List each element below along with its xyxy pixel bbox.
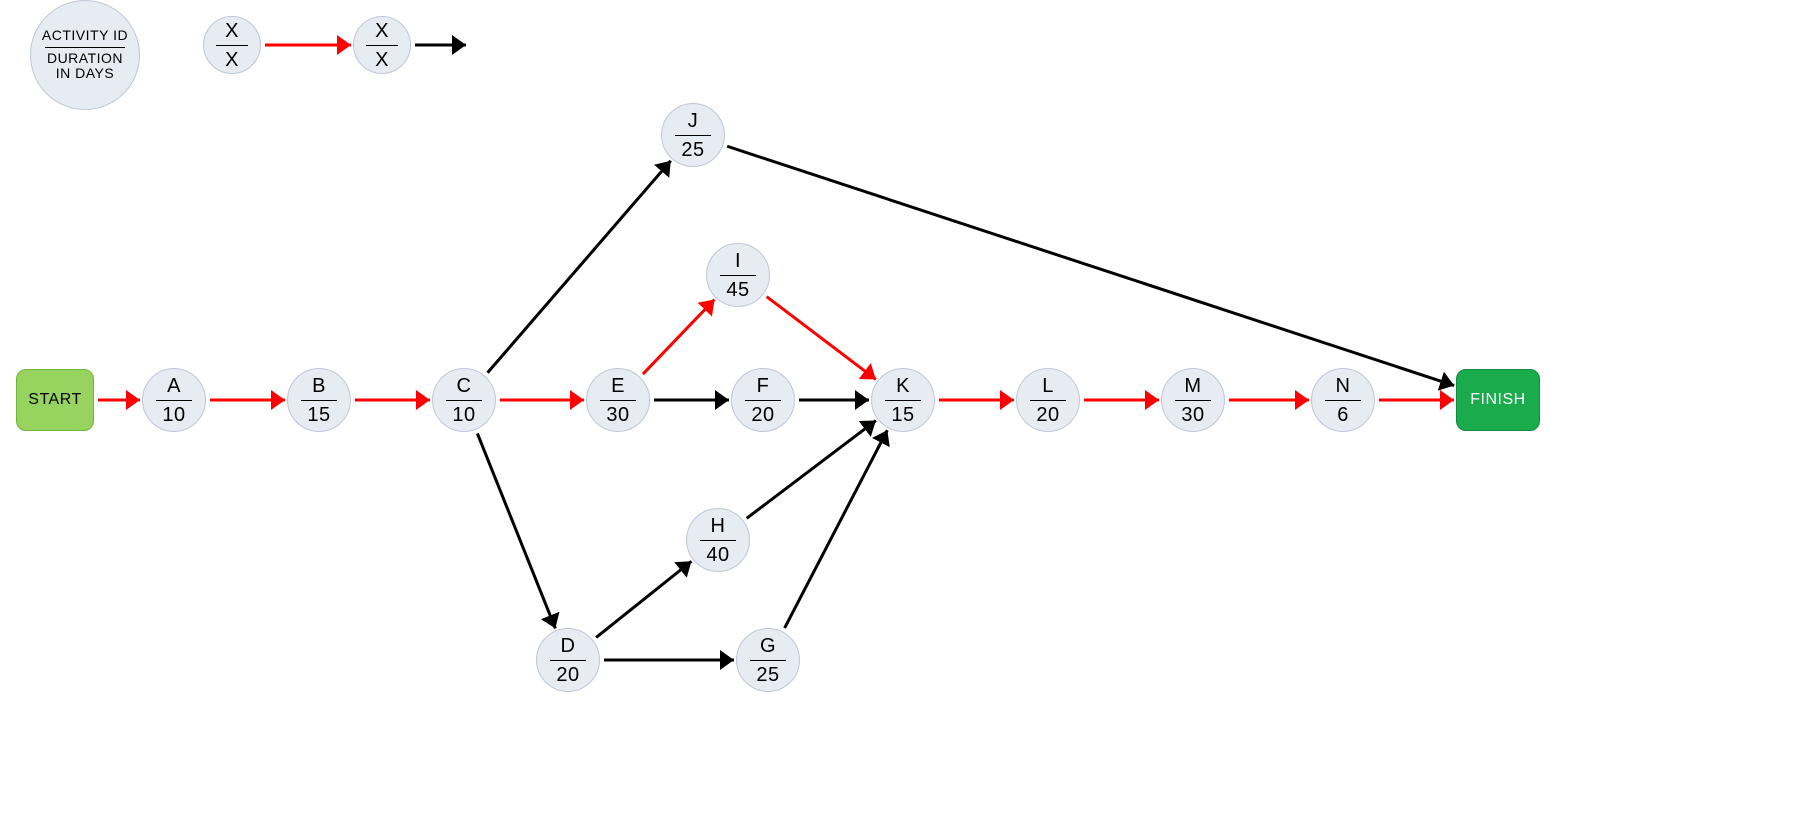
start-node: START <box>16 369 94 431</box>
activity-separator <box>700 540 735 541</box>
activity-id: N <box>1336 375 1351 397</box>
activity-node-i: I 45 <box>706 243 770 307</box>
activity-duration: 25 <box>756 664 779 686</box>
edge-C-D <box>477 433 555 628</box>
finish-node: FINISH <box>1456 369 1540 431</box>
activity-node-f: F 20 <box>731 368 795 432</box>
legend-separator <box>45 47 124 48</box>
activity-id: G <box>760 635 776 657</box>
activity-node-h: H 40 <box>686 508 750 572</box>
activity-separator <box>675 135 710 136</box>
activity-duration: 20 <box>556 664 579 686</box>
legend-mini-separator <box>366 45 398 46</box>
activity-duration: 30 <box>1181 404 1204 426</box>
activity-separator <box>720 275 755 276</box>
activity-separator <box>745 400 780 401</box>
activity-node-m: M 30 <box>1161 368 1225 432</box>
legend-top-text: ACTIVITY ID <box>42 28 128 43</box>
activity-separator <box>301 400 336 401</box>
activity-id: H <box>711 515 726 537</box>
activity-duration: 10 <box>452 404 475 426</box>
activity-separator <box>600 400 635 401</box>
activity-duration: 25 <box>681 139 704 161</box>
legend-mini-separator <box>216 45 248 46</box>
activity-id: L <box>1042 375 1054 397</box>
diagram-canvas: ACTIVITY IDDURATIONIN DAYSXXXXSTARTFINIS… <box>0 0 1804 820</box>
activity-id: I <box>735 250 741 272</box>
start-label: START <box>28 391 81 409</box>
activity-duration: 20 <box>1036 404 1059 426</box>
legend-mini-top: X <box>225 20 239 42</box>
activity-duration: 10 <box>162 404 185 426</box>
activity-node-k: K 15 <box>871 368 935 432</box>
activity-duration: 45 <box>726 279 749 301</box>
activity-id: B <box>312 375 326 397</box>
edge-H-K <box>747 421 876 519</box>
legend-mini-top: X <box>375 20 389 42</box>
edge-D-H <box>596 561 691 637</box>
activity-id: A <box>167 375 181 397</box>
activity-duration: 15 <box>307 404 330 426</box>
activity-separator <box>550 660 585 661</box>
activity-id: J <box>688 110 699 132</box>
legend-mini-bottom: X <box>225 49 239 71</box>
activity-id: M <box>1184 375 1201 397</box>
activity-node-g: G 25 <box>736 628 800 692</box>
edge-C-J <box>488 161 671 373</box>
edge-G-K <box>785 430 888 628</box>
activity-node-d: D 20 <box>536 628 600 692</box>
activity-id: E <box>611 375 625 397</box>
activity-separator <box>750 660 785 661</box>
legend-bottom-text-1: DURATION <box>47 51 123 66</box>
edge-J-FINISH <box>727 146 1454 385</box>
activity-id: D <box>561 635 576 657</box>
activity-node-e: E 30 <box>586 368 650 432</box>
activity-separator <box>1175 400 1210 401</box>
activity-separator <box>446 400 481 401</box>
activity-separator <box>885 400 920 401</box>
activity-duration: 20 <box>751 404 774 426</box>
activity-duration: 6 <box>1337 404 1349 426</box>
activity-separator <box>1030 400 1065 401</box>
activity-id: C <box>457 375 472 397</box>
legend-key-node: ACTIVITY ID DURATIONIN DAYS <box>30 0 140 110</box>
legend-bottom-text-2: IN DAYS <box>56 66 114 81</box>
legend-mini-node: XX <box>353 16 411 74</box>
activity-duration: 30 <box>606 404 629 426</box>
legend-mini-node: XX <box>203 16 261 74</box>
finish-label: FINISH <box>1470 391 1525 409</box>
activity-node-c: C 10 <box>432 368 496 432</box>
activity-id: K <box>896 375 910 397</box>
activity-node-b: B 15 <box>287 368 351 432</box>
activity-node-n: N6 <box>1311 368 1375 432</box>
activity-id: F <box>757 375 770 397</box>
activity-node-l: L 20 <box>1016 368 1080 432</box>
legend-mini-bottom: X <box>375 49 389 71</box>
activity-duration: 15 <box>891 404 914 426</box>
activity-separator <box>1325 400 1360 401</box>
activity-node-j: J 25 <box>661 103 725 167</box>
activity-separator <box>156 400 191 401</box>
activity-node-a: A 10 <box>142 368 206 432</box>
edge-I-K <box>767 297 876 380</box>
activity-duration: 40 <box>706 544 729 566</box>
edge-E-I <box>643 300 715 375</box>
